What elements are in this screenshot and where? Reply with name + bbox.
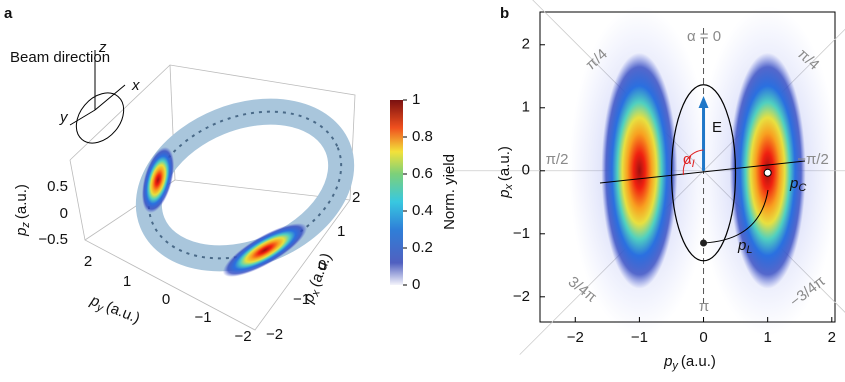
z-axis-label-symbol: p [13, 228, 30, 237]
colorbar-label: Norm. yield [441, 154, 458, 230]
beam-inset [69, 50, 126, 144]
x-tick-label: −1 [631, 329, 648, 346]
z-tick-label: 0 [60, 205, 68, 222]
annotation: π [699, 298, 709, 315]
y-tick-label: −2 [513, 288, 530, 305]
x-axis-label-unit: (a.u.) [681, 353, 716, 370]
colorbar-tick-label: 1 [412, 91, 420, 108]
panel-label: a [4, 5, 13, 22]
x-tick-label: −2 [567, 329, 584, 346]
y-tick-label: −1 [513, 225, 530, 242]
annotation: E [712, 119, 722, 136]
annotation: π/2 [546, 151, 569, 168]
z-tick-label: 0.5 [47, 178, 68, 195]
inset-axis-label: z [98, 39, 107, 56]
y-axis-label: py(a.u.) [86, 292, 142, 329]
x-tick-label: 2 [828, 329, 836, 346]
colorbar-tick-label: 0.8 [412, 128, 433, 145]
annotation: −π/2 [797, 151, 829, 168]
z-axis-label: pz (a.u.) [13, 184, 32, 237]
y-axis-label: px (a.u.) [496, 146, 515, 199]
pl-label-symbol: p [737, 237, 746, 254]
alpha-label: αI [683, 151, 695, 170]
x-axis-label-symbol: p [663, 353, 672, 370]
y-tick-label: 2 [84, 253, 92, 270]
annotation: α = 0 [687, 28, 721, 45]
y-tick-label: 1 [123, 273, 131, 290]
x-tick-label: −2 [266, 326, 283, 343]
pl-point [700, 239, 708, 247]
alpha-label-symbol: α [683, 151, 692, 168]
inset-axis-label: x [131, 77, 140, 94]
colorbar-tick-label: 0 [412, 276, 420, 293]
x-axis-label-sub: x [309, 288, 323, 299]
pl-curve [703, 189, 769, 244]
alpha-arc [682, 149, 704, 176]
x-axis-label: py (a.u.) [663, 353, 716, 372]
polarization-axis [599, 160, 806, 184]
pl-label-sub: L [746, 244, 752, 256]
x-tick-label: 1 [763, 329, 771, 346]
colorbar-tick-label: 0.6 [412, 165, 433, 182]
x-tick-label: 0 [699, 329, 707, 346]
y-tick-label: 2 [522, 36, 530, 53]
y-axis-label-sub: y [94, 301, 106, 315]
pc-label-symbol: p [789, 175, 798, 192]
colorbar [390, 100, 403, 285]
x-tick-label: 0 [318, 257, 326, 274]
z-axis-label-sub: z [20, 222, 32, 229]
z-tick-label: −0.5 [38, 231, 68, 248]
pc-label: pC [789, 175, 806, 194]
z-axis-label-unit: (a.u.) [13, 184, 30, 219]
y-tick-label: −1 [194, 309, 211, 326]
y-tick-label: 0 [522, 162, 530, 179]
polarization-ellipse [670, 84, 737, 262]
x-tick-label: −1 [293, 291, 310, 308]
colorbar-tick-label: 0.4 [412, 202, 433, 219]
alpha-label-sub: I [692, 158, 695, 170]
y-axis-label-unit: (a.u.) [104, 298, 143, 327]
y-axis-label-unit: (a.u.) [496, 146, 513, 181]
x-tick-label: 2 [352, 189, 360, 206]
pc-point [763, 168, 772, 177]
torus [135, 98, 355, 277]
y-axis-label-sub: x [503, 184, 515, 191]
y-axis-label-symbol: p [496, 190, 513, 199]
e-field-head [698, 96, 709, 108]
inset-title-text: Beam direction [10, 49, 110, 66]
inset-axis-label: y [59, 109, 69, 126]
density-lobe [601, 52, 678, 289]
pl-label: pL [737, 237, 752, 256]
inset-title: Beam direction [10, 49, 110, 66]
y-tick-label: −2 [234, 328, 251, 345]
pc-label-sub: C [798, 182, 806, 194]
y-tick-label: 0 [162, 291, 170, 308]
x-axis-label-sub: y [671, 360, 679, 372]
x-tick-label: 1 [337, 223, 345, 240]
plot-area [443, 0, 845, 355]
panel-label: b [500, 5, 509, 22]
y-tick-label: 1 [522, 99, 530, 116]
colorbar-tick-label: 0.2 [412, 239, 433, 256]
